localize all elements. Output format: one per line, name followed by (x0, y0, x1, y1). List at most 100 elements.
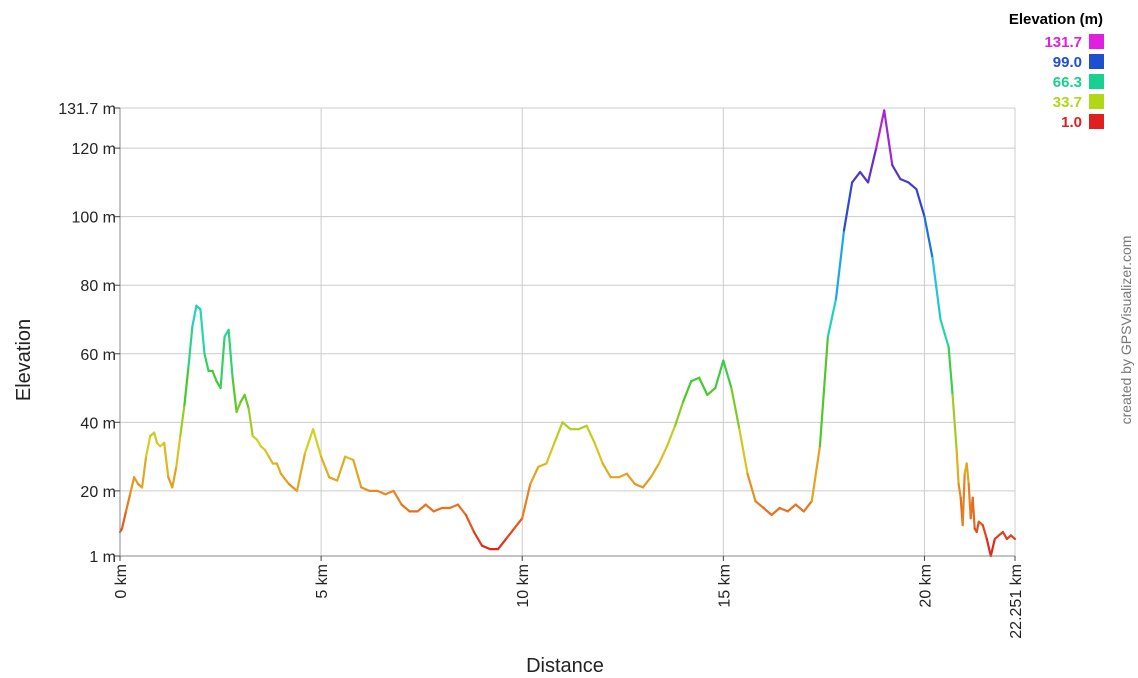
elevation-segment (802, 500, 813, 513)
elevation-segment (211, 369, 218, 383)
elevation-segment (275, 462, 282, 475)
credit-text: created by GPSVisualizer.com (1118, 236, 1134, 425)
elevation-segment (883, 109, 894, 167)
x-axis-ticks: 0 km 5 km 10 km 15 km 20 km 22.251 km (113, 556, 1025, 639)
y-axis-ticks: 1 m 20 m 40 m 60 m 80 m 100 m 120 m 131.7 m (58, 101, 120, 566)
elevation-segment (891, 164, 902, 181)
y-tick-label: 100 m (72, 210, 116, 227)
elevation-segment (219, 335, 226, 390)
elevation-segment (376, 489, 387, 496)
elevation-segment (834, 229, 846, 300)
elevation-segment (641, 476, 653, 489)
elevation-segment (267, 455, 274, 465)
elevation-segment (303, 428, 315, 455)
elevation-segment (657, 445, 669, 465)
elevation-segment (625, 472, 637, 486)
elevation-segment (842, 181, 854, 232)
elevation-segment (295, 452, 307, 492)
y-tick-label: 120 m (72, 141, 116, 158)
elevation-segment (521, 482, 532, 520)
elevation-segment (985, 537, 992, 558)
elevation-segment (231, 376, 238, 414)
elevation-segment (352, 458, 363, 489)
elevation-segment (497, 537, 508, 551)
y-tick-label: 60 m (80, 347, 116, 364)
elevation-segment (690, 376, 701, 383)
elevation-segment (989, 537, 996, 558)
elevation-segment (818, 335, 830, 448)
legend-value: 66.3 (1053, 74, 1082, 91)
elevation-segment (432, 506, 443, 513)
elevation-segment (931, 256, 942, 321)
x-tick-label: 15 km (716, 564, 733, 608)
elevation-segment (480, 544, 492, 551)
elevation-segment (915, 188, 926, 218)
y-tick-label: 131.7 m (58, 101, 116, 118)
elevation-segment (738, 428, 749, 475)
elevation-segment (384, 489, 395, 496)
elevation-segment (336, 455, 347, 482)
elevation-segment (955, 448, 960, 486)
elevation-segment (786, 503, 797, 513)
elevation-segment (722, 359, 733, 390)
elevation-segment (456, 503, 467, 517)
elevation-segment (593, 441, 604, 465)
elevation-segment (947, 345, 954, 396)
x-tick-label: 22.251 km (1008, 564, 1025, 639)
elevation-segment (472, 530, 484, 547)
elevation-segment (778, 506, 789, 513)
x-tick-label: 0 km (113, 564, 130, 599)
legend-value: 99.0 (1053, 54, 1082, 71)
elevation-segment (227, 328, 234, 379)
legend-swatch (1089, 54, 1104, 69)
elevation-segment (153, 431, 159, 444)
elevation-segment (826, 297, 838, 338)
elevation-segment (392, 489, 403, 506)
elevation-segment (129, 476, 136, 496)
elevation-segment (899, 177, 910, 184)
elevation-segment (187, 325, 194, 369)
elevation-segment (133, 476, 140, 486)
elevation-segment (141, 455, 148, 489)
elevation-segment (183, 366, 190, 407)
y-tick-label: 40 m (80, 415, 116, 432)
legend-swatch (1089, 94, 1104, 109)
legend: Elevation (m) 131.7 99.0 66.3 33.7 1.0 (1009, 11, 1104, 131)
legend-swatch (1089, 34, 1104, 49)
elevation-segment (203, 352, 210, 372)
elevation-segment (770, 506, 781, 517)
elevation-segment (416, 503, 427, 513)
elevation-segment (312, 428, 323, 458)
elevation-segment (585, 424, 596, 444)
x-axis-title: Distance (526, 655, 604, 677)
elevation-segment (553, 421, 564, 444)
elevation-segment (673, 400, 685, 427)
elevation-segment (145, 434, 152, 458)
legend-title: Elevation (m) (1009, 11, 1103, 28)
elevation-segment (951, 393, 958, 451)
elevation-segment (171, 465, 178, 489)
elevation-segment (360, 486, 371, 492)
elevation-segment (505, 527, 516, 541)
elevation-segment (124, 493, 132, 513)
elevation-segment (545, 441, 556, 465)
elevation-segment (923, 215, 934, 259)
elevation-segment (698, 376, 709, 396)
elevation-segment (665, 424, 677, 448)
elevation-segment (965, 462, 970, 486)
elevation-segment (255, 438, 262, 448)
y-axis-title: Elevation (13, 319, 35, 401)
elevation-segment (746, 472, 757, 503)
elevation-segment (163, 441, 170, 479)
elevation-segment (464, 513, 476, 534)
elevation-segment (328, 476, 339, 482)
elevation-segment (649, 462, 661, 479)
elevation-segment (263, 448, 270, 458)
elevation-segment (191, 304, 198, 328)
elevation-segment (971, 496, 976, 530)
elevation-segment (754, 500, 765, 510)
elevation-segment (617, 472, 628, 479)
elevation-segment (875, 109, 886, 150)
elevation-segment (175, 434, 182, 468)
